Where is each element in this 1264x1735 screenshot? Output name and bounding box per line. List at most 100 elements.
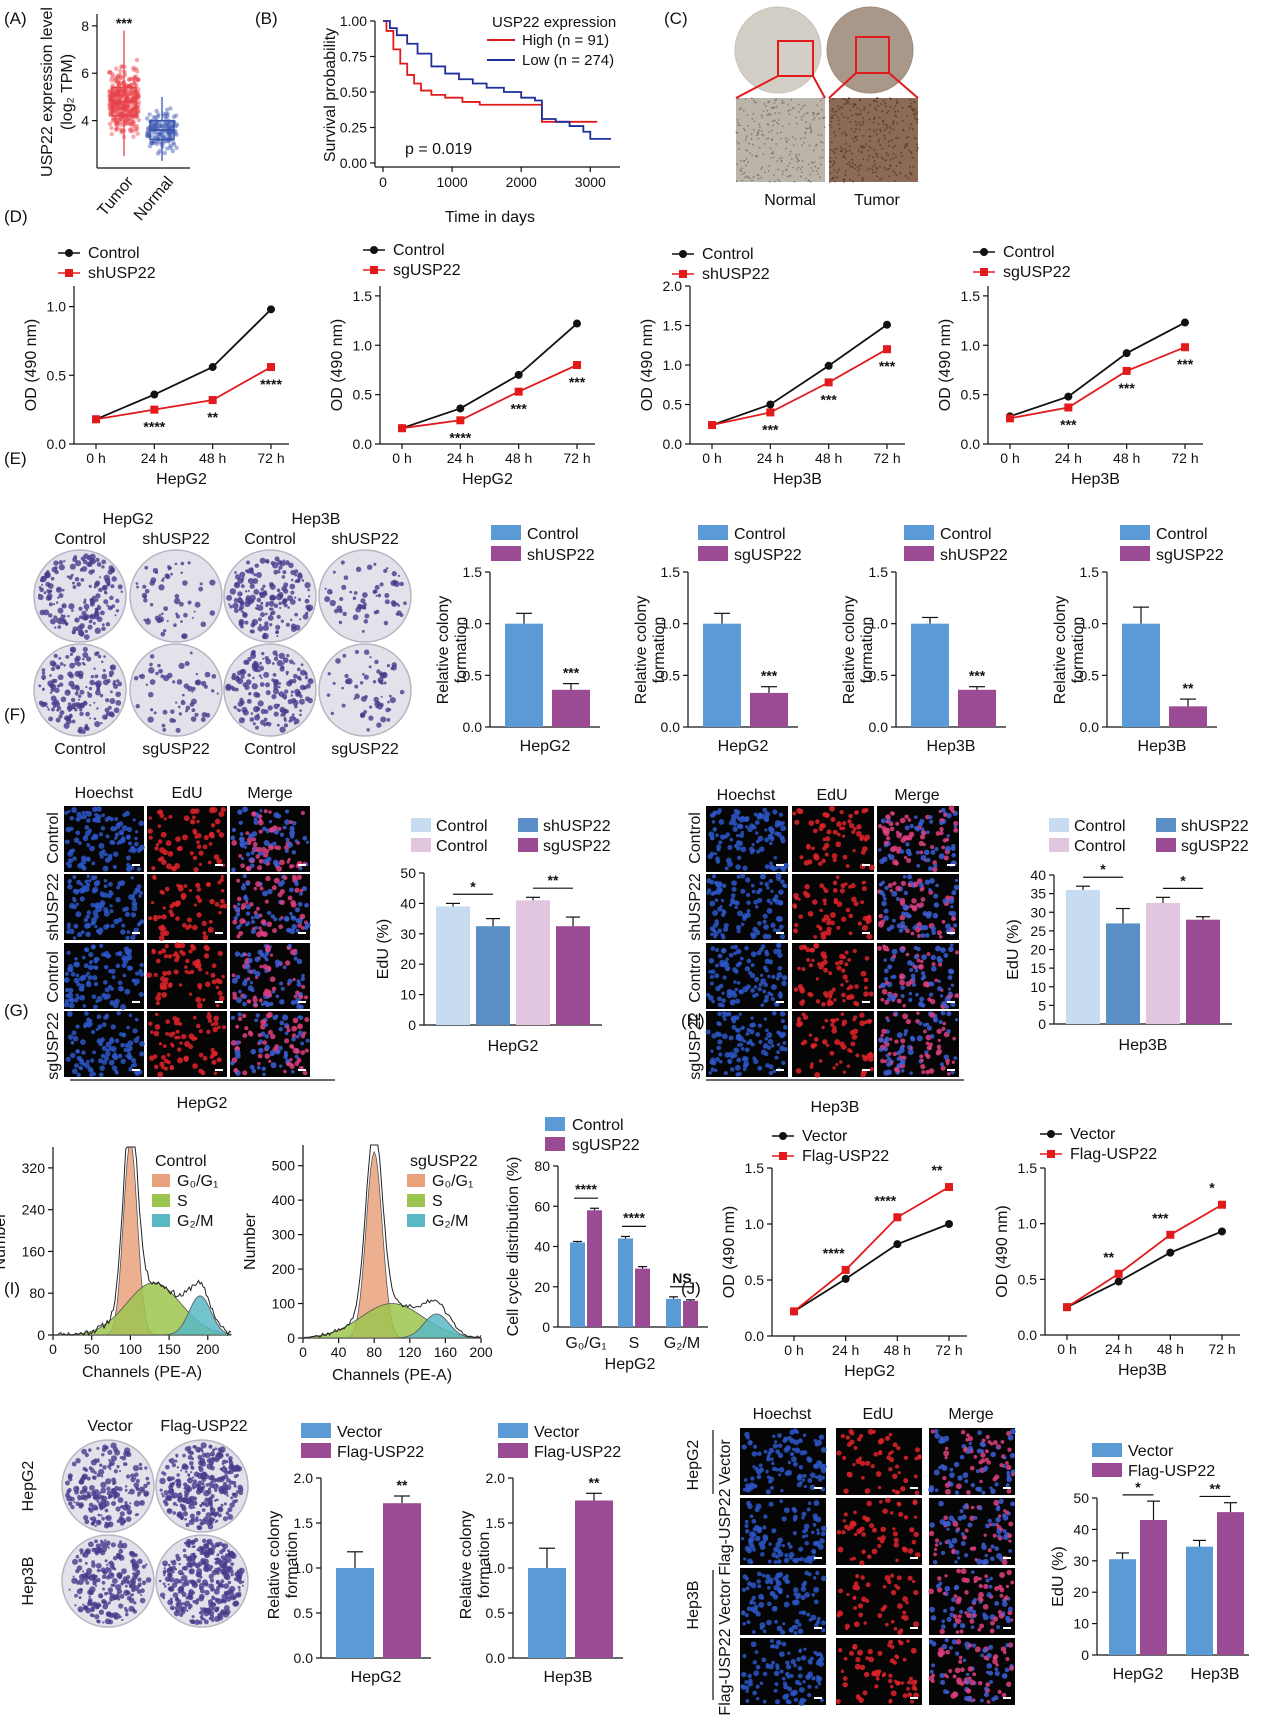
nucleus [778,812,784,817]
colony [285,622,290,627]
nucleus [776,876,782,882]
panelC-cell [775,143,778,145]
nucleus [880,997,885,1002]
panelC-cell [777,178,779,181]
nucleus [278,924,284,930]
panelC-cell [845,102,848,105]
panelF-row-label: sgUSP22 [45,1012,62,1080]
legend-marker [980,248,988,256]
panelC-cell [884,102,887,105]
panelC-cell [788,153,791,156]
panelC-zoom-line [812,75,826,99]
panelC-cell [877,104,880,107]
nucleus [149,1055,155,1061]
nucleus [742,865,748,871]
nucleus [924,933,930,938]
panelA-point [130,90,135,95]
colony [278,601,282,606]
panelC-cell [762,153,765,156]
panelC-cell [757,137,760,140]
significance-stars: *** [1152,1210,1169,1226]
nucleus [835,841,842,848]
nucleus [288,820,293,824]
panelA-point [127,77,132,82]
nucleus [294,1048,301,1055]
nucleus [282,825,287,830]
colony [278,692,281,696]
colony [67,614,70,618]
nucleus [294,887,300,893]
colony [245,569,249,573]
nucleus [242,1001,247,1007]
colony [324,587,327,590]
nucleus [887,1051,892,1056]
nucleus [763,982,768,988]
colony [155,570,159,574]
hist-tick-label: 300 [272,1227,296,1243]
nucleus [157,1071,164,1078]
colony [276,588,281,593]
bar [703,623,741,727]
nucleus [900,880,907,887]
panelF-row-label: Control [687,812,704,864]
panelC-cell [803,104,806,107]
nucleus [126,826,133,833]
nucleus [239,832,244,836]
nucleus [121,962,127,968]
panelC-cell [786,165,789,167]
growth-point [1122,366,1131,375]
panelC-cell [801,166,803,169]
nucleus [195,1023,201,1029]
nucleus [754,820,760,825]
nucleus [207,860,212,865]
panelA-point [131,67,137,73]
panelC-cell [873,99,876,102]
panelC-cell [847,98,850,101]
bar [618,1238,633,1327]
nucleus [753,985,758,989]
nucleus [835,875,840,880]
scale-bar [298,1069,306,1071]
nucleus [745,825,749,829]
colony [265,690,271,696]
nucleus [84,947,90,953]
nucleus [262,890,268,897]
nucleus [727,861,733,868]
nucleus [267,1011,273,1018]
significance-stars: **** [823,1245,845,1261]
bar-tick-label: 0 [1038,1016,1046,1032]
panelC-cell [868,103,871,106]
nucleus [735,1028,739,1032]
panelC-cell [823,116,826,119]
colony [149,603,154,607]
nucleus [760,944,766,949]
colony [200,717,206,723]
panelA-point [170,148,176,154]
legend-label: Control [1074,818,1126,835]
legend-marker [65,269,73,277]
colony [273,679,280,685]
nucleus [238,930,244,936]
colony [294,569,299,574]
panelC-cell [900,154,903,157]
nucleus [892,1051,898,1057]
panelA-point [108,70,113,75]
nucleus [884,885,889,891]
nucleus [739,956,744,961]
bar-tick-label: 40 [400,895,416,911]
colony [70,573,74,577]
colony [324,596,331,603]
nucleus [130,934,136,941]
colony [255,725,259,730]
colony [268,607,272,611]
scale-bar [776,1001,784,1003]
nucleus [126,1025,130,1030]
panelA-point [113,116,118,121]
panelF-row-label: shUSP22 [45,873,62,941]
nucleus [202,934,209,941]
colony [59,710,65,716]
nucleus [813,934,818,939]
panelC-cell [816,104,819,107]
colony [252,722,256,726]
colony [261,651,265,656]
